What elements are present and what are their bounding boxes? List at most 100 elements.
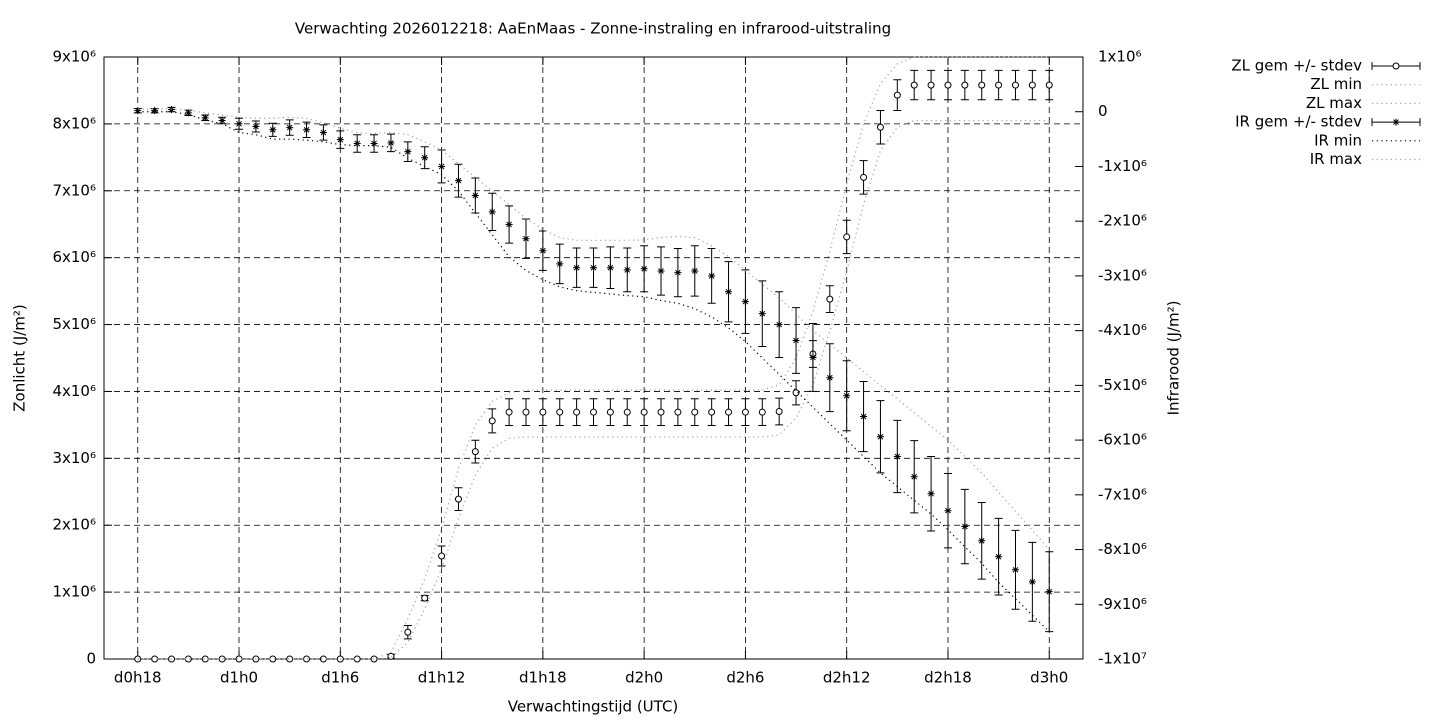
- point-marker: [623, 408, 631, 416]
- x-tick-label: d2h0: [625, 669, 663, 687]
- y2-tick-label: -6x10⁶: [1098, 431, 1147, 449]
- y-axis-label: Zonlicht (J/m²): [11, 304, 29, 412]
- y2-tick-label: 1x10⁶: [1098, 48, 1142, 66]
- point-marker: [590, 264, 597, 272]
- point-marker: [252, 123, 260, 131]
- y2-tick-label: -9x10⁶: [1098, 595, 1147, 613]
- point-marker: [421, 594, 429, 602]
- point-marker: [927, 490, 935, 498]
- point-marker: [201, 114, 209, 122]
- point-marker: [303, 126, 311, 134]
- point-marker: [184, 109, 192, 117]
- point-marker: [725, 408, 733, 416]
- plot-frame: [103, 56, 1084, 660]
- x-tick-label: d2h6: [726, 669, 764, 687]
- point-marker: [370, 139, 378, 147]
- legend-marker: [1392, 118, 1400, 126]
- point-marker: [303, 655, 311, 663]
- point-marker: [336, 136, 344, 144]
- y2-tick-label: -5x10⁶: [1098, 376, 1147, 394]
- point-marker: [438, 552, 446, 560]
- point-marker: [910, 81, 918, 89]
- chart-title: Verwachting 2026012218: AaEnMaas - Zonne…: [295, 20, 891, 38]
- legend-label: ZL gem +/- stdev: [1231, 57, 1362, 75]
- point-marker: [623, 266, 631, 274]
- point-marker: [218, 655, 226, 663]
- point-marker: [421, 154, 429, 162]
- point-marker: [505, 408, 513, 416]
- point-marker: [741, 298, 749, 306]
- point-marker: [1028, 578, 1036, 586]
- y2-tick-label: 0: [1098, 102, 1108, 120]
- point-marker: [640, 265, 648, 273]
- y-tick-label: 7x10⁶: [52, 181, 96, 199]
- point-marker: [792, 389, 800, 397]
- point-marker: [539, 408, 547, 416]
- point-marker: [471, 191, 479, 199]
- point-marker: [319, 129, 327, 137]
- point-marker: [758, 310, 766, 318]
- x-tick-label: d1h18: [519, 669, 567, 687]
- x-tick-label: d1h0: [220, 669, 258, 687]
- point-marker: [1011, 566, 1019, 574]
- point-marker: [134, 107, 142, 115]
- point-marker: [792, 336, 800, 344]
- point-marker: [286, 124, 294, 132]
- point-marker: [961, 523, 969, 531]
- point-marker: [893, 91, 901, 99]
- y-tick-label: 8x10⁶: [52, 114, 96, 132]
- point-marker: [201, 655, 209, 663]
- y-tick-label: 5x10⁶: [52, 315, 96, 333]
- x-axis-label: Verwachtingstijd (UTC): [508, 698, 679, 716]
- point-marker: [657, 267, 665, 275]
- range-line: [137, 111, 1050, 633]
- point-marker: [775, 321, 783, 329]
- y-tick-label: 0: [86, 650, 96, 668]
- point-marker: [775, 408, 783, 416]
- point-marker: [556, 408, 564, 416]
- y2-tick-label: -2x10⁶: [1098, 212, 1147, 230]
- y2-tick-label: -8x10⁶: [1098, 540, 1147, 558]
- point-marker: [1028, 81, 1036, 89]
- legend-label: IR min: [1314, 131, 1362, 149]
- point-marker: [235, 120, 243, 128]
- point-marker: [691, 408, 699, 416]
- y2-tick-label: -7x10⁶: [1098, 485, 1147, 503]
- point-marker: [860, 413, 868, 421]
- legend-label: IR max: [1310, 150, 1362, 168]
- point-marker: [691, 267, 699, 275]
- point-marker: [606, 408, 614, 416]
- point-marker: [725, 288, 733, 296]
- range-line: [137, 119, 1050, 660]
- range-line: [137, 108, 1050, 550]
- point-marker: [539, 247, 547, 255]
- point-marker: [404, 148, 412, 156]
- point-marker: [708, 408, 716, 416]
- point-marker: [590, 408, 597, 416]
- point-marker: [674, 408, 682, 416]
- point-marker: [1011, 81, 1019, 89]
- legend-marker: [1392, 62, 1400, 70]
- point-marker: [657, 408, 665, 416]
- x-tick-label: d1h12: [418, 669, 466, 687]
- point-marker: [488, 417, 496, 425]
- point-marker: [218, 116, 226, 124]
- point-marker: [961, 81, 969, 89]
- point-marker: [505, 220, 513, 228]
- point-marker: [573, 408, 581, 416]
- point-marker: [387, 652, 395, 660]
- point-marker: [522, 235, 530, 243]
- point-marker: [927, 81, 935, 89]
- point-marker: [404, 628, 412, 636]
- point-marker: [454, 495, 462, 503]
- x-tick-label: d0h18: [114, 669, 162, 687]
- point-marker: [387, 139, 395, 147]
- point-marker: [454, 177, 462, 185]
- point-marker: [758, 408, 766, 416]
- point-marker: [353, 139, 361, 147]
- point-marker: [944, 81, 952, 89]
- legend-label: ZL max: [1306, 94, 1362, 112]
- point-marker: [556, 260, 564, 268]
